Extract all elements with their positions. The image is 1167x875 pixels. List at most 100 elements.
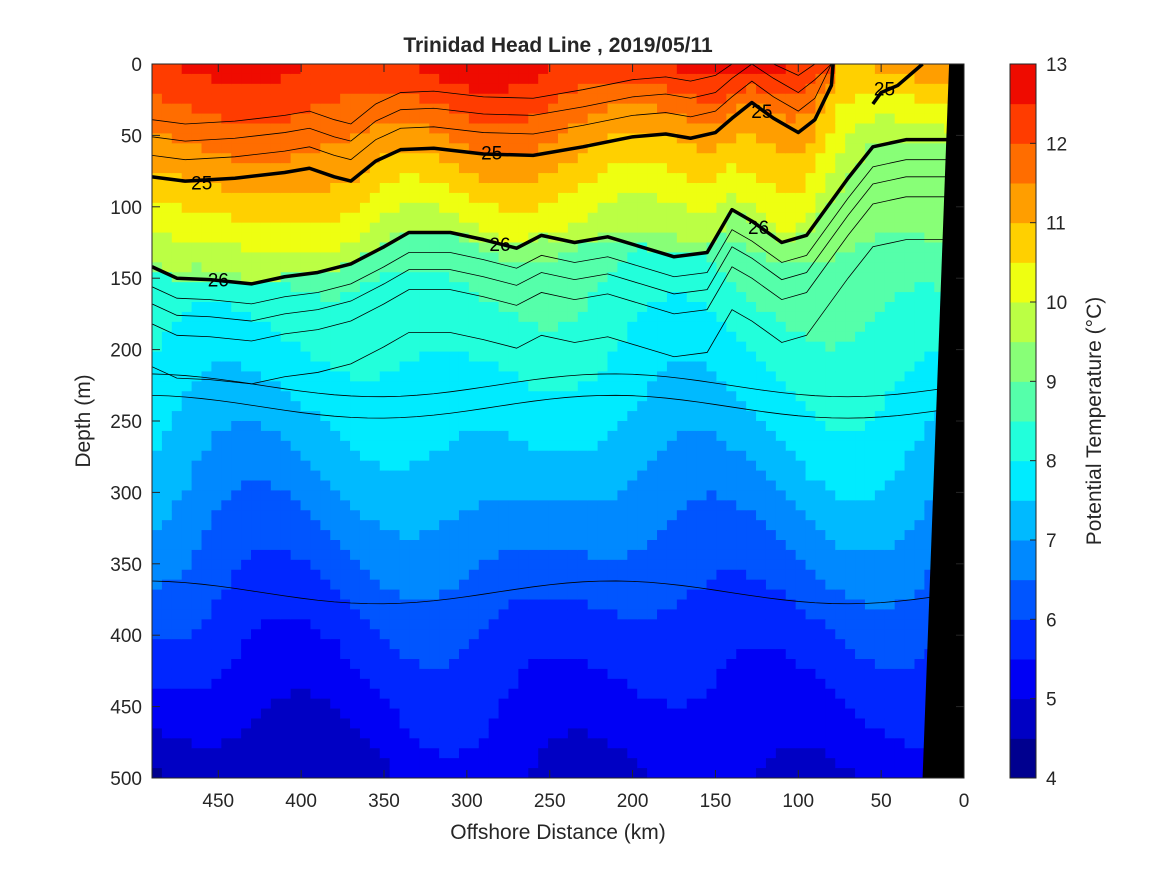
temperature-cell bbox=[330, 629, 341, 640]
temperature-cell bbox=[389, 411, 401, 422]
temperature-cell bbox=[419, 629, 430, 640]
temperature-cell bbox=[270, 421, 282, 432]
temperature-cell bbox=[805, 659, 817, 670]
temperature-cell bbox=[686, 311, 698, 323]
temperature-cell bbox=[211, 381, 222, 392]
temperature-cell bbox=[518, 83, 529, 95]
temperature-cell bbox=[676, 500, 688, 511]
temperature-cell bbox=[825, 520, 836, 531]
temperature-cell bbox=[468, 311, 480, 323]
temperature-cell bbox=[478, 64, 490, 75]
temperature-cell bbox=[825, 232, 836, 244]
temperature-cell bbox=[241, 748, 252, 759]
temperature-cell bbox=[637, 421, 648, 432]
temperature-cell bbox=[241, 153, 252, 164]
temperature-cell bbox=[676, 202, 688, 214]
temperature-cell bbox=[251, 222, 262, 234]
temperature-cell bbox=[736, 450, 747, 462]
temperature-cell bbox=[389, 361, 401, 373]
temperature-cell bbox=[290, 559, 302, 571]
temperature-cell bbox=[201, 440, 213, 452]
temperature-cell bbox=[518, 232, 529, 244]
temperature-cell bbox=[171, 530, 183, 541]
temperature-cell bbox=[468, 302, 480, 313]
temperature-cell bbox=[419, 440, 430, 452]
temperature-cell bbox=[746, 728, 757, 739]
temperature-cell bbox=[419, 599, 430, 611]
temperature-cell bbox=[825, 103, 836, 115]
temperature-cell bbox=[152, 748, 163, 759]
temperature-cell bbox=[706, 430, 718, 442]
temperature-cell bbox=[350, 381, 361, 392]
temperature-cell bbox=[478, 668, 490, 680]
temperature-cell bbox=[310, 490, 321, 501]
temperature-cell bbox=[726, 272, 737, 283]
temperature-cell bbox=[666, 520, 678, 531]
temperature-cell bbox=[775, 411, 787, 422]
temperature-cell bbox=[805, 540, 817, 551]
temperature-cell bbox=[290, 232, 302, 244]
temperature-cell bbox=[350, 748, 361, 759]
temperature-cell bbox=[389, 688, 401, 700]
temperature-cell bbox=[340, 460, 351, 472]
temperature-cell bbox=[300, 549, 312, 561]
temperature-cell bbox=[280, 728, 292, 739]
temperature-cell bbox=[696, 450, 708, 462]
temperature-cell bbox=[379, 232, 391, 244]
temperature-cell bbox=[577, 569, 589, 581]
temperature-cell bbox=[359, 688, 371, 700]
temperature-cell bbox=[765, 202, 777, 214]
temperature-cell bbox=[815, 510, 826, 521]
temperature-cell bbox=[429, 490, 440, 501]
temperature-cell bbox=[201, 460, 213, 472]
temperature-cell bbox=[389, 202, 401, 214]
temperature-cell bbox=[152, 282, 163, 293]
temperature-cell bbox=[211, 302, 222, 313]
temperature-cell bbox=[231, 202, 242, 214]
temperature-cell bbox=[567, 232, 579, 244]
temperature-cell bbox=[528, 351, 539, 363]
temperature-cell bbox=[379, 252, 391, 263]
temperature-cell bbox=[488, 371, 500, 382]
temperature-cell bbox=[835, 64, 846, 75]
temperature-cell bbox=[587, 510, 599, 521]
temperature-cell bbox=[191, 609, 203, 620]
temperature-cell bbox=[161, 341, 173, 353]
temperature-cell bbox=[389, 430, 401, 442]
temperature-cell bbox=[528, 212, 539, 224]
temperature-cell bbox=[498, 659, 510, 670]
temperature-cell bbox=[795, 222, 807, 234]
temperature-cell bbox=[419, 500, 430, 511]
temperature-cell bbox=[409, 470, 420, 482]
temperature-cell bbox=[211, 113, 222, 125]
temperature-cell bbox=[251, 450, 262, 462]
temperature-cell bbox=[290, 351, 302, 363]
temperature-cell bbox=[280, 510, 292, 521]
temperature-cell bbox=[617, 589, 628, 601]
temperature-cell bbox=[171, 123, 183, 135]
temperature-cell bbox=[666, 629, 678, 640]
temperature-cell bbox=[201, 668, 213, 680]
temperature-cell bbox=[161, 321, 173, 333]
temperature-cell bbox=[161, 599, 173, 611]
temperature-cell bbox=[191, 341, 203, 353]
temperature-cell bbox=[389, 470, 401, 482]
temperature-cell bbox=[696, 163, 708, 174]
temperature-cell bbox=[300, 421, 312, 432]
temperature-cell bbox=[538, 430, 549, 442]
temperature-cell bbox=[815, 183, 826, 194]
temperature-cell bbox=[587, 113, 599, 125]
temperature-cell bbox=[280, 659, 292, 670]
temperature-cell bbox=[330, 272, 341, 283]
temperature-cell bbox=[627, 292, 638, 303]
temperature-cell bbox=[458, 242, 470, 254]
temperature-cell bbox=[409, 520, 420, 531]
temperature-cell bbox=[597, 619, 609, 630]
temperature-cell bbox=[152, 73, 163, 85]
temperature-cell bbox=[161, 540, 173, 551]
temperature-cell bbox=[666, 619, 678, 630]
temperature-cell bbox=[666, 639, 678, 650]
temperature-cell bbox=[785, 93, 797, 105]
temperature-cell bbox=[280, 292, 292, 303]
temperature-cell bbox=[597, 698, 609, 710]
